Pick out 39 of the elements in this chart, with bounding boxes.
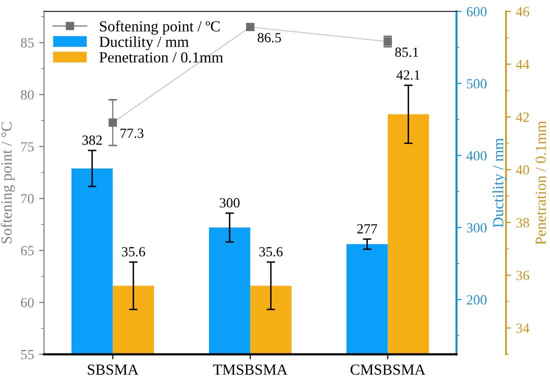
y2-tick-label: 200 [466, 295, 487, 305]
data-label: 35.6 [259, 247, 283, 256]
y2-tick-label: 600 [466, 7, 487, 16]
data-label: 35.6 [122, 247, 146, 256]
y3-tick-label: 44 [516, 60, 530, 70]
point [108, 118, 117, 127]
y3-tick-label: 34 [516, 324, 530, 333]
legend-label: Softening point / ºC [100, 20, 220, 35]
x-tick-label: TMSBSMA [213, 364, 288, 375]
x-tick-label: SBSMA [88, 364, 139, 375]
data-label: 277 [357, 224, 378, 234]
y-tick-label: 65 [20, 246, 34, 256]
y2-tick-label: 300 [466, 223, 487, 232]
data-label: 42.1 [396, 70, 420, 80]
data-label: 300 [220, 198, 240, 208]
y3-axis-title: Penetration / 0.1mm [536, 120, 546, 245]
y-tick-label: 75 [21, 142, 34, 152]
y3-tick-label: 38 [516, 218, 530, 228]
data-label: 85.1 [395, 48, 418, 57]
y3-tick-label: 46 [516, 7, 530, 16]
data-label: 382 [82, 135, 102, 145]
y-tick-label: 80 [20, 90, 34, 100]
y2-tick-label: 400 [466, 151, 487, 160]
point [246, 22, 254, 32]
y3-tick-label: 42 [516, 112, 529, 122]
legend-label: Penetration / 0.1mm [99, 52, 224, 63]
x-tick-label: CMSBSMA [350, 364, 426, 375]
y2-tick-label: 500 [467, 79, 487, 88]
y-tick-label: 55 [21, 350, 34, 360]
y-axis-title: Softening point / °C [0, 122, 15, 244]
y-tick-label: 85 [20, 38, 34, 48]
y2-axis-title: Ductility / mm [492, 138, 507, 228]
y-tick-label: 70 [21, 194, 34, 204]
legend-label: Ductility / mm [99, 36, 189, 50]
y-tick-label: 60 [20, 298, 34, 308]
data-label: 86.5 [258, 32, 281, 42]
y3-tick-label: 36 [516, 270, 530, 280]
y3-tick-label: 40 [516, 165, 530, 175]
data-label: 77.3 [120, 128, 144, 138]
